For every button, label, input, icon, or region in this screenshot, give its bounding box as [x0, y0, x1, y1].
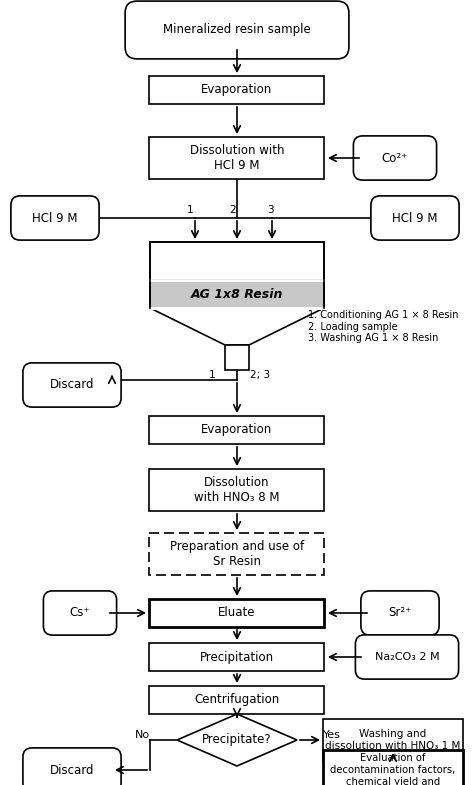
- Text: Discard: Discard: [50, 764, 94, 776]
- Text: Precipitation: Precipitation: [200, 651, 274, 663]
- Text: Discard: Discard: [50, 378, 94, 392]
- Bar: [323, 719, 463, 761]
- Text: Eluate: Eluate: [218, 607, 256, 619]
- Bar: [149, 469, 325, 511]
- FancyBboxPatch shape: [44, 591, 117, 635]
- Text: HCl 9 M: HCl 9 M: [392, 211, 438, 225]
- Bar: [149, 416, 325, 444]
- Text: Cs⁺: Cs⁺: [70, 607, 90, 619]
- FancyBboxPatch shape: [23, 363, 121, 407]
- FancyBboxPatch shape: [11, 196, 99, 240]
- Text: 2; 3: 2; 3: [250, 370, 270, 380]
- Text: AG 1x8 Resin: AG 1x8 Resin: [191, 287, 283, 301]
- Text: Evaporation: Evaporation: [201, 83, 273, 97]
- Text: Yes: Yes: [323, 730, 341, 740]
- Text: Evaluation of
decontamination factors,
chemical yield and: Evaluation of decontamination factors, c…: [330, 754, 456, 785]
- Text: HCl 9 M: HCl 9 M: [32, 211, 78, 225]
- FancyBboxPatch shape: [125, 1, 349, 59]
- Text: Na₂CO₃ 2 M: Na₂CO₃ 2 M: [374, 652, 439, 662]
- Text: Mineralized resin sample: Mineralized resin sample: [163, 24, 311, 36]
- Text: 1: 1: [209, 370, 215, 380]
- Text: 3: 3: [267, 205, 273, 215]
- FancyBboxPatch shape: [361, 591, 439, 635]
- Text: Dissolution with
HCl 9 M: Dissolution with HCl 9 M: [190, 144, 284, 172]
- Bar: [149, 599, 325, 627]
- Text: Evaporation: Evaporation: [201, 423, 273, 436]
- Bar: [323, 750, 463, 785]
- Text: Preparation and use of
Sr Resin: Preparation and use of Sr Resin: [170, 540, 304, 568]
- Bar: [149, 76, 325, 104]
- Bar: [149, 533, 325, 575]
- Text: 1: 1: [187, 205, 193, 215]
- Text: Precipitate?: Precipitate?: [202, 733, 272, 747]
- Bar: [150, 280, 324, 308]
- Bar: [150, 242, 324, 280]
- Text: Co²⁺: Co²⁺: [382, 152, 408, 165]
- FancyBboxPatch shape: [354, 136, 437, 180]
- Bar: [149, 137, 325, 179]
- Text: Centrifugation: Centrifugation: [194, 693, 280, 706]
- Text: Sr²⁺: Sr²⁺: [388, 607, 411, 619]
- FancyBboxPatch shape: [356, 635, 459, 679]
- Polygon shape: [150, 308, 324, 345]
- Polygon shape: [177, 714, 297, 766]
- Text: 1. Conditioning AG 1 × 8 Resin
2. Loading sample
3. Washing AG 1 × 8 Resin: 1. Conditioning AG 1 × 8 Resin 2. Loadin…: [308, 310, 458, 343]
- Bar: [225, 345, 249, 370]
- Text: Dissolution
with HNO₃ 8 M: Dissolution with HNO₃ 8 M: [194, 476, 280, 504]
- Text: Washing and
dissolution with HNO₃ 1 M: Washing and dissolution with HNO₃ 1 M: [325, 729, 461, 750]
- Text: 2: 2: [230, 205, 237, 215]
- FancyBboxPatch shape: [371, 196, 459, 240]
- Text: No: No: [135, 730, 150, 740]
- FancyBboxPatch shape: [23, 748, 121, 785]
- Bar: [149, 643, 325, 671]
- Bar: [149, 686, 325, 714]
